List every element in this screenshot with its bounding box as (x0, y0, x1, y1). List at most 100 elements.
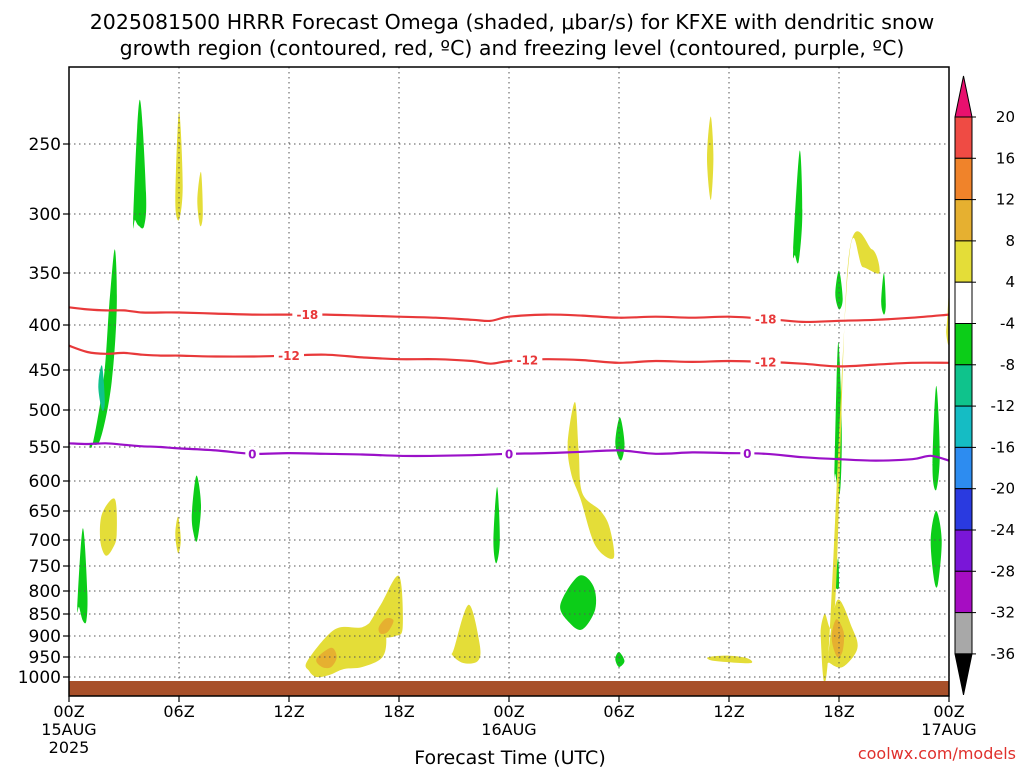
colorbar-tick-label: 20 (996, 108, 1015, 126)
colorbar-tick-label: 4 (1005, 273, 1015, 291)
chart-title-line1: 2025081500 HRRR Forecast Omega (shaded, … (90, 10, 934, 34)
y-tick-label: 850 (29, 605, 61, 625)
y-tick-label: 300 (29, 205, 61, 225)
contour-label-bg (274, 348, 304, 363)
omega-region (175, 516, 181, 554)
x-tick-date: 16AUG (481, 720, 536, 739)
colorbar-swatch (954, 240, 973, 283)
contour-label-bg (502, 446, 516, 461)
contour-label-bg (512, 353, 543, 368)
x-tick-label: 00Z (53, 702, 84, 721)
contour-label: -12 (516, 354, 538, 368)
plot-frame (68, 66, 950, 697)
omega-region (831, 619, 845, 658)
y-tick-label: 900 (29, 627, 61, 647)
omega-region (89, 249, 117, 449)
colorbar-swatch (954, 157, 973, 201)
x-tick-label: 12Z (273, 702, 304, 721)
plot-area: -18 -18 -12 -12 -12 0 0 0 (68, 67, 950, 696)
colorbar-tick-label: -24 (991, 521, 1016, 539)
omega-region (930, 511, 942, 588)
y-tick-label: 950 (29, 648, 61, 668)
omega-region (820, 231, 880, 683)
omega-region (77, 528, 88, 624)
colorbar-bottom-arrow (954, 653, 973, 696)
colorbar-swatch (954, 364, 973, 407)
axes: 2503003504004505005506006507007508008509… (18, 66, 977, 757)
x-tick-label: 18Z (383, 702, 414, 721)
contour-label-bg (750, 311, 781, 326)
x-tick-label: 00Z (493, 702, 524, 721)
y-tick-label: 450 (29, 361, 61, 381)
omega-region (451, 604, 481, 664)
colorbar-top-arrow (954, 75, 973, 118)
colorbar-tick-label: -4 (1000, 315, 1015, 333)
colorbar-swatch (954, 570, 973, 614)
colorbar-tick-label: -32 (991, 604, 1016, 622)
contour-label-bg (750, 354, 781, 369)
y-tick-label: 550 (29, 438, 61, 458)
omega-region (175, 110, 183, 221)
colorbar-swatch (954, 281, 973, 325)
omega-region (191, 475, 202, 542)
contour-label-bg (245, 446, 260, 461)
x-tick-label: 00Z (933, 702, 964, 721)
y-tick-label: 600 (29, 472, 61, 492)
contour-label: -12 (755, 355, 777, 369)
omega-region (98, 365, 105, 411)
omega-region (615, 417, 625, 461)
colorbar-tick-label: -12 (991, 397, 1016, 415)
colorbar: 20 16 12 8 4 -4 -8 -12 -16 -20 -24 -28 -32 -36 (954, 75, 1016, 696)
colorbar-tick-label: -16 (991, 438, 1016, 456)
x-tick-date: 17AUG (921, 720, 976, 739)
contour-label-bg (292, 307, 323, 322)
colorbar-swatch (954, 446, 973, 490)
omega-region (493, 487, 500, 564)
colorbar-tick-label: -8 (1000, 356, 1015, 374)
contour-label: 0 (743, 447, 751, 461)
colorbar-tick-label: 8 (1005, 232, 1015, 250)
omega-region (835, 270, 843, 310)
omega-region (615, 651, 625, 668)
y-tick-label: 1000 (18, 668, 61, 688)
y-tick-label: 500 (29, 401, 61, 421)
colorbar-tick-label: -28 (991, 562, 1016, 580)
colorbar-tick-label: -20 (991, 480, 1016, 498)
colorbar-swatch (954, 116, 973, 159)
contour-label: -18 (296, 308, 318, 322)
y-tick-label: 800 (29, 582, 61, 602)
x-tick-date: 15AUG (41, 720, 96, 739)
contour-label: -18 (755, 312, 777, 326)
contour-label-bg (740, 446, 755, 461)
y-tick-label: 700 (29, 531, 61, 551)
terrain-strip (69, 681, 949, 696)
y-tick-label: 250 (29, 135, 61, 155)
omega-region (316, 647, 337, 669)
omega-region (567, 401, 615, 559)
colorbar-swatch (954, 323, 973, 366)
colorbar-swatch (954, 529, 973, 572)
y-tick-label: 750 (29, 557, 61, 577)
omega-region (378, 617, 394, 635)
omega-region (881, 272, 886, 315)
omega-region (197, 171, 203, 227)
colorbar-swatch (954, 405, 973, 448)
y-tick-label: 650 (29, 502, 61, 522)
colorbar-tick-label: 16 (996, 149, 1015, 167)
y-tick-label: 400 (29, 316, 61, 336)
omega-region (132, 99, 147, 229)
freezing-level-contour (68, 442, 950, 462)
x-tick-label: 12Z (713, 702, 744, 721)
colorbar-swatch (954, 199, 973, 242)
chart-title-line2: growth region (contoured, red, ºC) and f… (120, 36, 905, 60)
dendritic-contour (68, 306, 950, 324)
x-tick-label: 06Z (603, 702, 634, 721)
credit-text: coolwx.com/models (858, 744, 1016, 763)
y-tick-label: 350 (29, 264, 61, 284)
omega-region (792, 150, 803, 264)
contour-label: 0 (248, 447, 256, 461)
colorbar-tick-label: -36 (991, 645, 1016, 663)
x-tick-label: 06Z (163, 702, 194, 721)
colorbar-tick-label: 12 (996, 191, 1015, 209)
